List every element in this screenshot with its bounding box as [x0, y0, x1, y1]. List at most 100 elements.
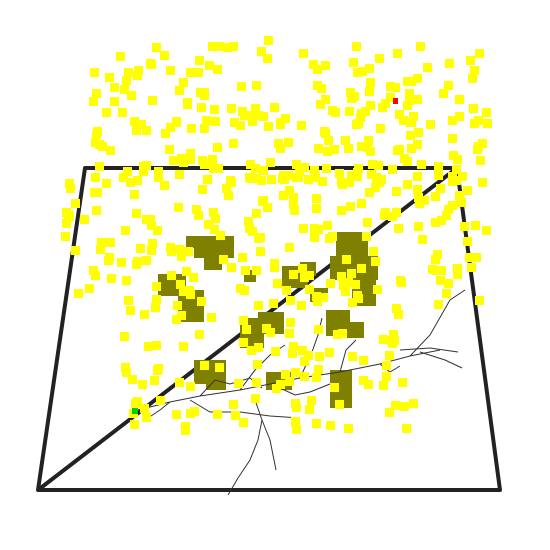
point — [231, 411, 240, 420]
point — [175, 170, 184, 179]
point — [241, 266, 250, 275]
point — [364, 136, 373, 145]
point — [381, 208, 390, 217]
point — [272, 384, 281, 393]
point — [194, 211, 203, 220]
point — [110, 83, 119, 92]
point — [142, 256, 151, 265]
point — [262, 324, 271, 333]
cluster-block — [344, 322, 364, 338]
point — [245, 224, 254, 233]
point — [186, 382, 195, 391]
point — [71, 246, 80, 255]
point — [237, 82, 246, 91]
point — [389, 330, 398, 339]
point — [246, 160, 255, 169]
point — [177, 311, 186, 320]
point — [285, 186, 294, 195]
point — [409, 399, 418, 408]
point — [433, 250, 442, 259]
point — [195, 330, 204, 339]
point — [378, 103, 387, 112]
point — [399, 116, 408, 125]
point — [439, 89, 448, 98]
point — [368, 160, 377, 169]
point — [393, 49, 402, 58]
point — [253, 360, 262, 369]
point — [264, 122, 273, 131]
point — [313, 81, 322, 90]
point — [140, 310, 149, 319]
point — [300, 273, 309, 282]
point — [400, 402, 409, 411]
point — [213, 65, 222, 74]
point — [305, 271, 314, 280]
point — [89, 97, 98, 106]
point — [292, 425, 301, 434]
point — [288, 349, 297, 358]
point — [382, 361, 391, 370]
point — [325, 348, 334, 357]
point — [192, 205, 201, 214]
point — [460, 222, 469, 231]
point — [138, 380, 147, 389]
point — [200, 160, 209, 169]
point — [284, 171, 293, 180]
point — [123, 167, 132, 176]
point — [415, 199, 424, 208]
point — [345, 107, 354, 116]
point — [295, 167, 304, 176]
point — [215, 42, 224, 51]
point — [386, 93, 395, 102]
point — [328, 232, 337, 241]
point — [297, 301, 306, 310]
point — [202, 116, 211, 125]
point — [119, 173, 128, 182]
point — [344, 424, 353, 433]
point — [434, 300, 443, 309]
point — [80, 215, 89, 224]
point — [442, 289, 451, 298]
point — [358, 67, 367, 76]
point — [371, 257, 380, 266]
point — [403, 180, 412, 189]
branch-right-2 — [399, 347, 459, 353]
point — [152, 43, 161, 52]
point — [276, 144, 285, 153]
point — [468, 74, 477, 83]
point — [398, 378, 407, 387]
point — [200, 361, 209, 370]
point — [289, 200, 298, 209]
point — [105, 253, 114, 262]
point — [66, 184, 75, 193]
point — [297, 121, 306, 130]
point — [318, 177, 327, 186]
point — [259, 166, 268, 175]
point — [407, 77, 416, 86]
point — [367, 170, 376, 179]
point — [374, 161, 383, 170]
point — [388, 165, 397, 174]
point — [400, 154, 409, 163]
point — [238, 253, 247, 262]
point — [254, 111, 263, 120]
point — [359, 356, 368, 365]
point — [244, 217, 253, 226]
point — [252, 174, 261, 183]
point — [366, 147, 375, 156]
point — [92, 89, 101, 98]
point — [147, 221, 156, 230]
point — [445, 59, 454, 68]
point — [156, 396, 165, 405]
point — [323, 147, 332, 156]
point — [144, 342, 153, 351]
point — [91, 271, 100, 280]
point — [483, 119, 492, 128]
point — [227, 104, 236, 113]
point — [448, 177, 457, 186]
point — [414, 193, 423, 202]
point — [310, 166, 319, 175]
point — [196, 88, 205, 97]
point — [312, 373, 321, 382]
point — [213, 410, 222, 419]
